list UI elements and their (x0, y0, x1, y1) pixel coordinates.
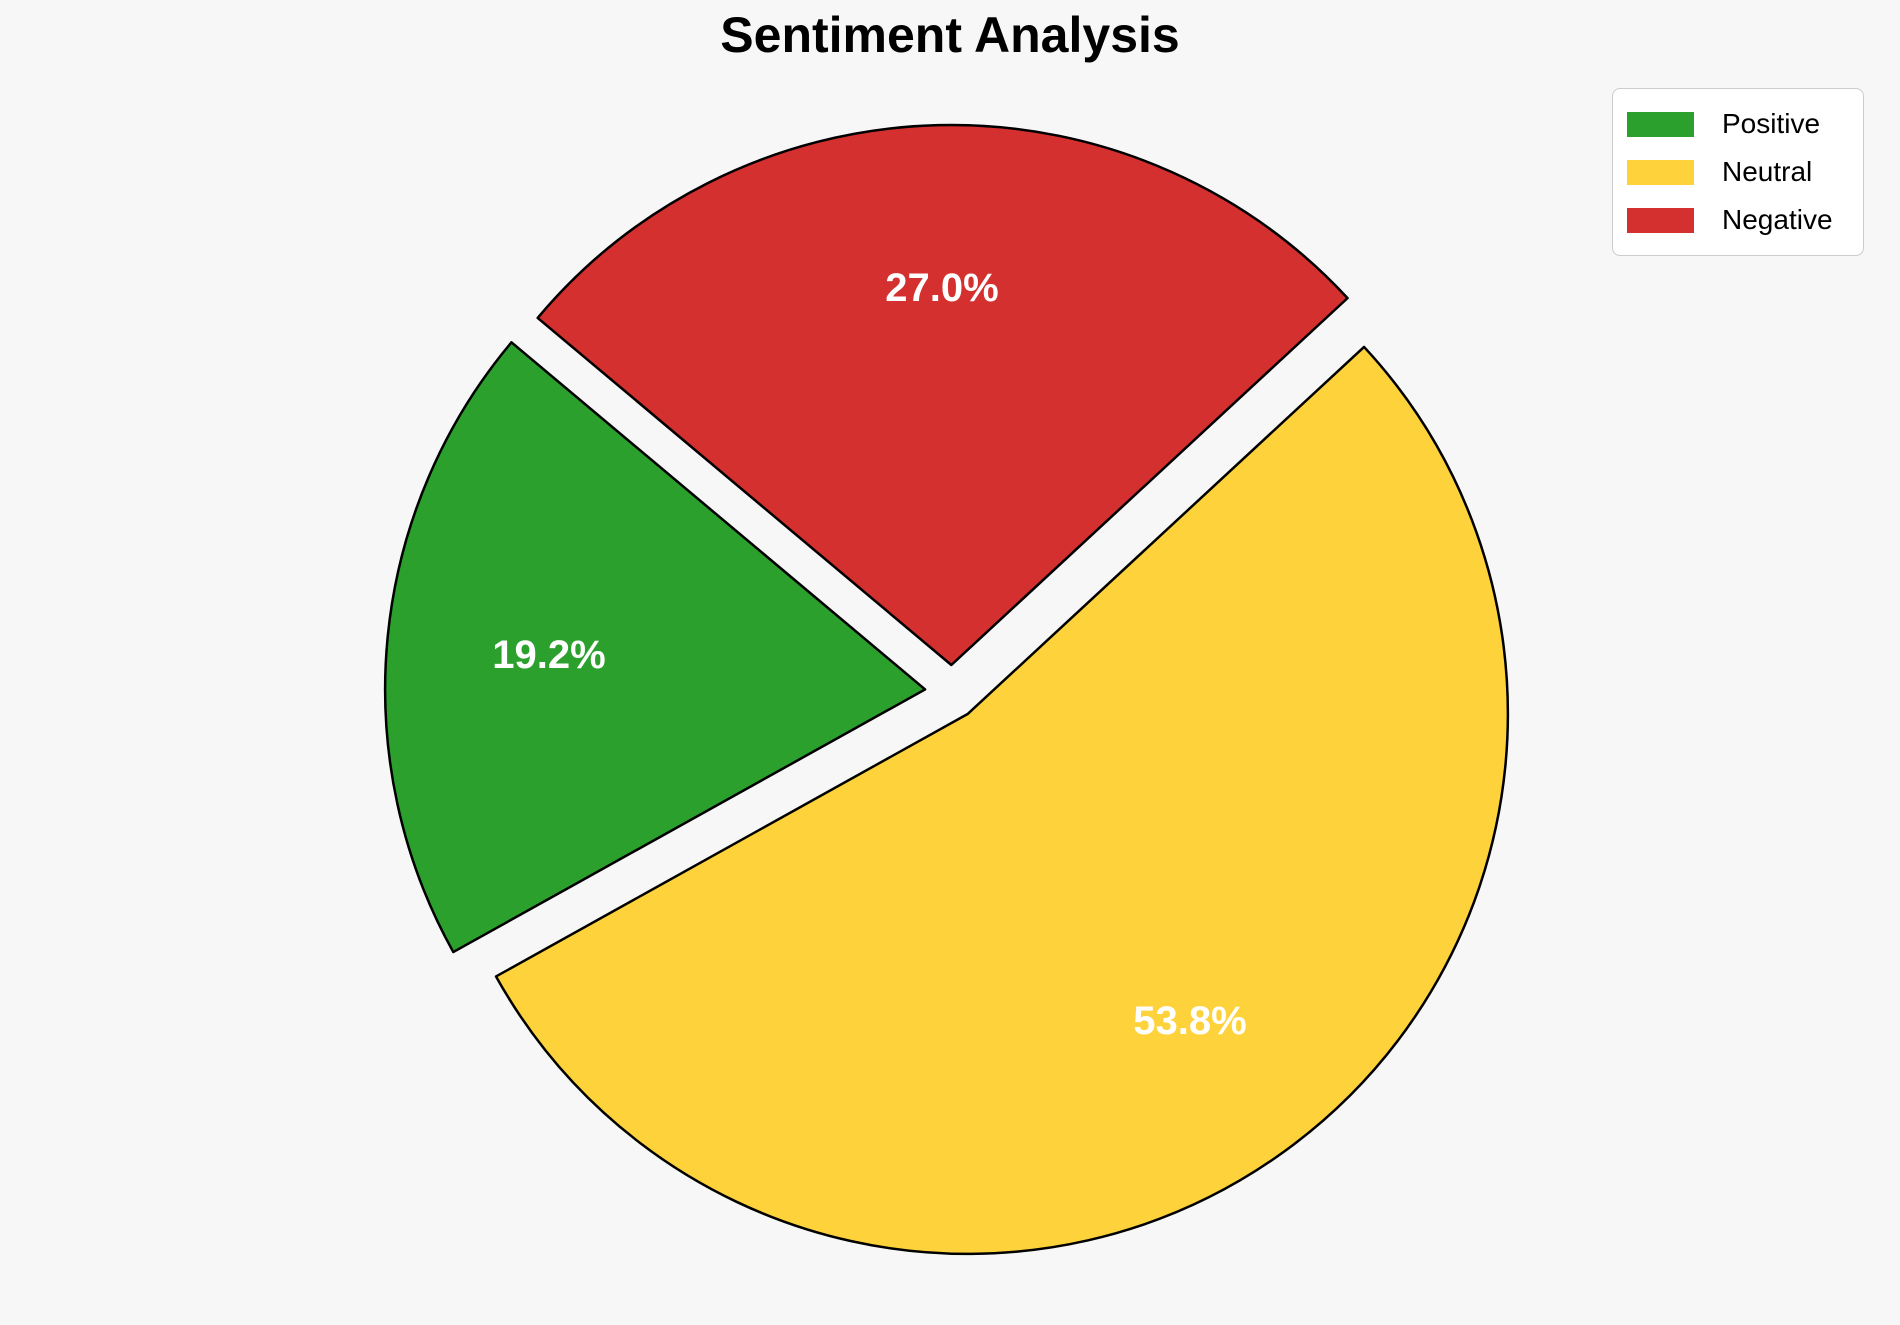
legend-label-neutral: Neutral (1722, 156, 1813, 187)
legend-item-positive: Positive (1627, 100, 1849, 148)
legend: Positive Neutral Negative (1612, 88, 1864, 256)
legend-swatch-positive (1627, 111, 1694, 137)
chart-title: Sentiment Analysis (720, 7, 1180, 63)
pie-slice-label-negative: 27.0% (885, 266, 998, 310)
legend-label-negative: Negative (1722, 204, 1833, 235)
legend-item-neutral: Neutral (1627, 148, 1849, 196)
pie-slice-label-neutral: 53.8% (1133, 999, 1246, 1043)
pie-slice-label-positive: 19.2% (492, 633, 605, 677)
legend-label-positive: Positive (1722, 108, 1821, 139)
legend-swatch-neutral (1627, 159, 1694, 185)
pie-slice-positive (383, 341, 927, 954)
pie-slice-negative (536, 123, 1349, 667)
legend-item-negative: Negative (1627, 196, 1849, 244)
pie-slice-neutral (494, 345, 1510, 1256)
legend-swatch-negative (1627, 207, 1694, 233)
